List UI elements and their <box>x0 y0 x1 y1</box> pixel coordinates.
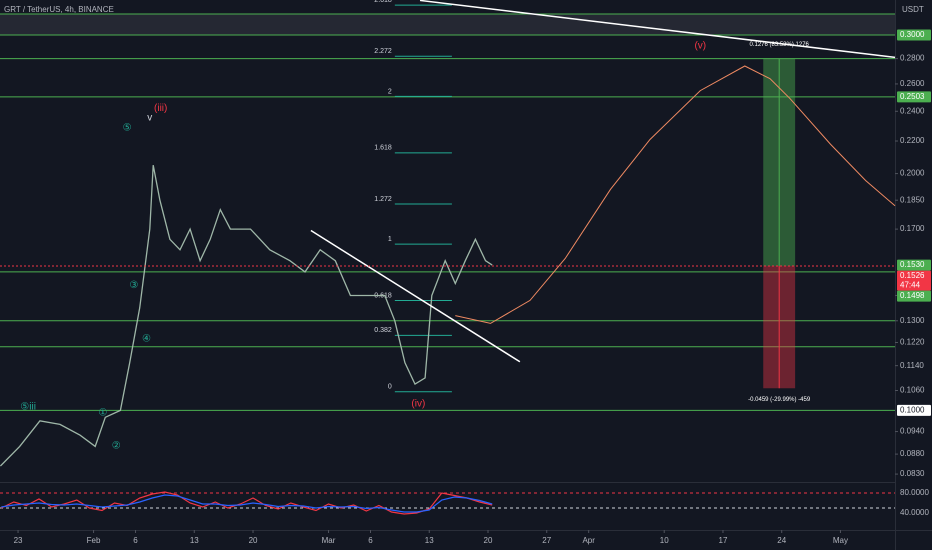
osc-line <box>1 494 493 513</box>
y-tick-label: 0.2200 <box>900 136 925 145</box>
fib-label: 1.618 <box>374 145 392 152</box>
y-tick-label: 0.1300 <box>900 316 925 325</box>
y-tick-label: 0.2000 <box>900 169 925 178</box>
y-tick-label: 0.2400 <box>900 106 925 115</box>
x-tick-label: 23 <box>14 536 23 545</box>
price-label-box <box>897 259 931 271</box>
y-tick-label: 0.1060 <box>900 386 925 395</box>
x-tick-label: 27 <box>542 536 551 545</box>
wave-label: v <box>147 113 152 124</box>
y-tick-label: 0.1140 <box>900 361 924 370</box>
x-tick-label: Feb <box>87 536 101 545</box>
x-tick-label: 24 <box>777 536 786 545</box>
position-target-label: 0.1276 (83.53%) 1276 <box>749 42 809 48</box>
currency: USDT <box>902 5 924 14</box>
price-line <box>0 164 493 467</box>
y-tick-label: 0.0940 <box>900 427 925 436</box>
x-tick-label: 20 <box>249 536 258 545</box>
x-tick-label: 6 <box>133 536 138 545</box>
fib-label: 2.272 <box>374 48 392 55</box>
y-tick-label: 0.1700 <box>900 224 925 233</box>
price-label: 0.1526 <box>900 271 925 280</box>
trendline <box>419 0 896 59</box>
x-tick-label: 6 <box>368 536 373 545</box>
fib-label: 1.272 <box>374 196 392 203</box>
osc-tick-label: 80.0000 <box>900 488 929 497</box>
y-tick-label: 0.0880 <box>900 449 925 458</box>
wave-label: ⑤iii <box>20 401 36 412</box>
fib-label: 2.618 <box>374 0 392 4</box>
countdown: 47:44 <box>900 281 921 290</box>
price-label: 0.3000 <box>900 30 925 39</box>
osc-tick-label: 40.0000 <box>900 508 929 517</box>
x-tick-label: May <box>833 536 848 545</box>
wave-label: ⑤ <box>123 123 132 134</box>
level-zone <box>0 14 895 36</box>
x-tick-label: Mar <box>322 536 336 545</box>
wave-label: ③ <box>129 280 138 291</box>
y-tick-label: 0.2800 <box>900 54 925 63</box>
x-tick-label: 13 <box>190 536 199 545</box>
wave-label: (iii) <box>154 103 167 114</box>
price-label: 0.1530 <box>900 260 925 269</box>
wave-label: ④ <box>142 333 151 344</box>
y-tick-label: 0.0830 <box>900 469 925 478</box>
fib-label: 0 <box>388 384 392 391</box>
position-stop-label: -0.0459 (-29.99%) -459 <box>748 397 811 403</box>
y-tick-label: 0.1850 <box>900 195 925 204</box>
y-tick-label: 0.1220 <box>900 338 925 347</box>
price-label-box <box>897 29 931 41</box>
price-label-box <box>897 290 931 302</box>
price-label: 0.1498 <box>900 291 925 300</box>
price-label: 0.1000 <box>900 406 925 415</box>
x-tick-label: 13 <box>425 536 434 545</box>
price-label: 0.2503 <box>900 92 925 101</box>
x-tick-label: 17 <box>719 536 728 545</box>
osc-line <box>1 491 493 515</box>
projection-line <box>455 65 896 324</box>
wave-label: (v) <box>694 41 706 52</box>
price-label-box <box>897 404 931 416</box>
wave-label: (iv) <box>411 399 425 410</box>
symbol-title: GRT / TetherUS, 4h, BINANCE <box>4 5 114 14</box>
x-tick-label: 20 <box>484 536 493 545</box>
wave-label: ② <box>112 440 121 451</box>
x-tick-label: Apr <box>582 536 595 545</box>
x-tick-label: 10 <box>660 536 669 545</box>
fib-label: 0.382 <box>374 327 392 334</box>
wave-label: ① <box>98 407 107 418</box>
y-tick-label: 0.2600 <box>900 79 925 88</box>
trendline <box>310 229 521 363</box>
price-label-box <box>897 91 931 103</box>
fib-label: 2 <box>388 88 392 95</box>
fib-label: 1 <box>388 236 392 243</box>
price-label-box <box>897 270 931 291</box>
